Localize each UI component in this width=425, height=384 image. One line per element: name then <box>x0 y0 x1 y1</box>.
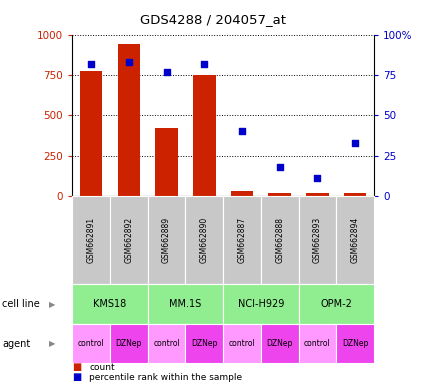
Text: DZNep: DZNep <box>266 339 293 348</box>
Bar <box>268 193 291 196</box>
Point <box>163 69 170 75</box>
Point <box>276 164 283 170</box>
Bar <box>155 128 178 196</box>
Point <box>88 61 94 67</box>
Point <box>125 59 132 65</box>
Bar <box>231 191 253 196</box>
Text: ▶: ▶ <box>49 300 55 309</box>
Text: GSM662894: GSM662894 <box>351 217 360 263</box>
Point <box>314 175 321 181</box>
Text: GSM662891: GSM662891 <box>87 217 96 263</box>
Text: count: count <box>89 364 115 372</box>
Text: GSM662889: GSM662889 <box>162 217 171 263</box>
Text: GSM662890: GSM662890 <box>200 217 209 263</box>
Text: ■: ■ <box>72 362 82 372</box>
Text: GDS4288 / 204057_at: GDS4288 / 204057_at <box>139 13 286 26</box>
Bar <box>193 75 215 196</box>
Text: GSM662893: GSM662893 <box>313 217 322 263</box>
Bar <box>80 71 102 196</box>
Text: control: control <box>229 339 255 348</box>
Text: control: control <box>78 339 105 348</box>
Text: GSM662888: GSM662888 <box>275 217 284 263</box>
Text: OPM-2: OPM-2 <box>320 299 352 310</box>
Text: ■: ■ <box>72 372 82 382</box>
Text: agent: agent <box>2 339 30 349</box>
Bar <box>344 193 366 196</box>
Bar <box>306 194 329 196</box>
Text: DZNep: DZNep <box>342 339 368 348</box>
Text: cell line: cell line <box>2 299 40 310</box>
Text: control: control <box>153 339 180 348</box>
Text: ▶: ▶ <box>49 339 55 348</box>
Text: percentile rank within the sample: percentile rank within the sample <box>89 373 242 382</box>
Bar <box>117 44 140 196</box>
Text: DZNep: DZNep <box>191 339 218 348</box>
Text: DZNep: DZNep <box>116 339 142 348</box>
Text: MM.1S: MM.1S <box>169 299 201 310</box>
Point <box>238 128 245 134</box>
Point <box>352 139 359 146</box>
Text: GSM662892: GSM662892 <box>125 217 133 263</box>
Text: NCI-H929: NCI-H929 <box>238 299 284 310</box>
Text: control: control <box>304 339 331 348</box>
Text: KMS18: KMS18 <box>94 299 127 310</box>
Point <box>201 61 208 67</box>
Text: GSM662887: GSM662887 <box>238 217 246 263</box>
